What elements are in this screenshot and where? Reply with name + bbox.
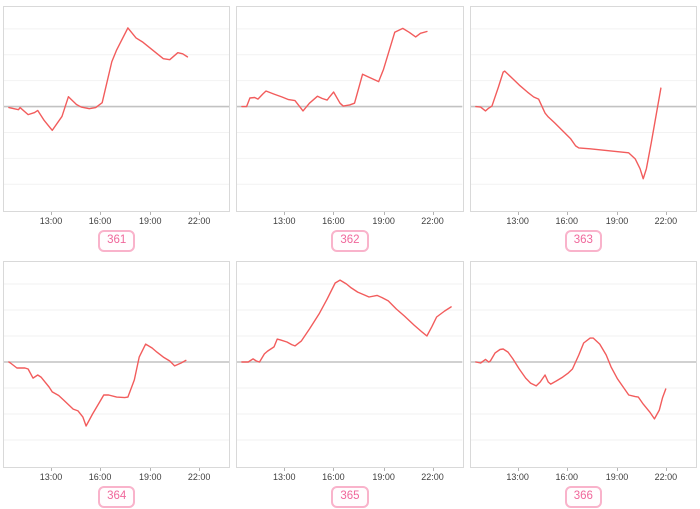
x-tick-mark bbox=[616, 468, 618, 471]
chart-plot bbox=[469, 5, 697, 213]
chart-plot bbox=[3, 5, 231, 213]
chart-number-badge[interactable]: 364 bbox=[98, 486, 136, 508]
x-axis: 13:00 16:00 19:00 22:00 bbox=[470, 468, 697, 484]
x-tick-label: 22:00 bbox=[187, 472, 211, 482]
chart-panel: · · · 13:00 16:00 19:00 22:00 361 bbox=[0, 0, 233, 252]
badge-row: 362 bbox=[233, 229, 466, 252]
x-tick-mark bbox=[100, 212, 102, 216]
x-tick-label: 19:00 bbox=[139, 472, 162, 482]
x-tick-label: 13:00 bbox=[273, 216, 296, 227]
chart-plot bbox=[3, 261, 231, 468]
x-axis: 13:00 16:00 19:00 22:00 bbox=[3, 212, 230, 228]
badge-row: 365 bbox=[233, 486, 466, 508]
x-tick-label: 16:00 bbox=[555, 472, 578, 482]
x-tick-label: 22:00 bbox=[654, 216, 678, 227]
chart-plot bbox=[236, 261, 464, 468]
x-tick-label: 13:00 bbox=[506, 216, 529, 227]
clipped-title-text: · · · bbox=[467, 252, 700, 257]
clipped-chart-title: · · · bbox=[233, 252, 466, 261]
line-chart bbox=[237, 279, 463, 441]
x-tick-label: 16:00 bbox=[322, 216, 345, 227]
x-tick-mark bbox=[150, 468, 152, 471]
x-tick-label: 22:00 bbox=[421, 216, 444, 227]
chart-plot bbox=[236, 5, 464, 213]
x-tick-mark bbox=[566, 212, 568, 216]
badge-row: 366 bbox=[467, 486, 700, 508]
x-tick-label: 22:00 bbox=[421, 472, 444, 482]
chart-number-badge[interactable]: 363 bbox=[564, 229, 602, 252]
line-chart bbox=[237, 27, 463, 185]
x-tick-label: 13:00 bbox=[39, 216, 63, 227]
x-tick-mark bbox=[284, 468, 286, 471]
line-chart bbox=[470, 283, 696, 441]
chart-panel: · · · 13:00 16:00 19:00 22:00 365 bbox=[233, 252, 466, 509]
line-chart bbox=[4, 27, 230, 185]
chart-panel: · · · 13:00 16:00 19:00 22:00 362 bbox=[233, 0, 466, 252]
x-tick-mark bbox=[100, 468, 102, 471]
x-tick-mark bbox=[517, 212, 519, 216]
x-tick-label: 22:00 bbox=[187, 216, 211, 227]
x-tick-label: 16:00 bbox=[322, 472, 345, 482]
chart-panel: · · · 13:00 16:00 19:00 22:00 364 bbox=[0, 252, 233, 509]
clipped-chart-title: · · · bbox=[0, 252, 233, 261]
x-tick-label: 19:00 bbox=[605, 216, 629, 227]
x-tick-mark bbox=[383, 468, 385, 471]
clipped-title-text: · · · bbox=[0, 0, 233, 5]
x-tick-mark bbox=[517, 468, 519, 471]
x-axis: 13:00 16:00 19:00 22:00 bbox=[3, 468, 230, 484]
clipped-title-text: · · · bbox=[0, 252, 233, 257]
badge-row: 361 bbox=[0, 229, 233, 252]
x-tick-mark bbox=[665, 212, 667, 216]
x-axis: 13:00 16:00 19:00 22:00 bbox=[236, 468, 463, 484]
x-tick-label: 19:00 bbox=[605, 472, 629, 482]
chart-number-badge[interactable]: 365 bbox=[331, 486, 369, 508]
x-tick-mark bbox=[199, 468, 201, 471]
x-axis: 13:00 16:00 19:00 22:00 bbox=[470, 212, 697, 228]
x-tick-mark bbox=[199, 212, 201, 216]
chart-number-badge[interactable]: 366 bbox=[564, 486, 602, 508]
x-tick-label: 16:00 bbox=[88, 472, 112, 482]
x-tick-label: 22:00 bbox=[654, 472, 678, 482]
chart-panel: · · · 13:00 16:00 19:00 22:00 366 bbox=[467, 252, 700, 509]
x-tick-label: 16:00 bbox=[88, 216, 112, 227]
clipped-title-text: · · · bbox=[233, 252, 466, 257]
x-tick-mark bbox=[150, 212, 152, 216]
x-tick-label: 19:00 bbox=[372, 472, 395, 482]
x-tick-mark bbox=[432, 212, 434, 216]
badge-row: 363 bbox=[467, 229, 700, 252]
x-tick-mark bbox=[566, 468, 568, 471]
x-tick-mark bbox=[665, 468, 667, 471]
x-tick-mark bbox=[333, 212, 335, 216]
clipped-chart-title: · · · bbox=[467, 252, 700, 261]
x-tick-mark bbox=[383, 212, 385, 216]
clipped-chart-title: · · · bbox=[233, 0, 466, 6]
x-tick-mark bbox=[616, 212, 618, 216]
clipped-title-text: · · · bbox=[467, 0, 700, 5]
line-chart bbox=[470, 28, 696, 185]
clipped-chart-title: · · · bbox=[0, 0, 233, 6]
x-tick-label: 19:00 bbox=[139, 216, 162, 227]
x-tick-mark bbox=[50, 212, 52, 216]
badge-row: 364 bbox=[0, 486, 233, 508]
x-tick-mark bbox=[432, 468, 434, 471]
x-tick-label: 13:00 bbox=[273, 472, 296, 482]
x-tick-label: 13:00 bbox=[39, 472, 63, 482]
clipped-chart-title: · · · bbox=[467, 0, 700, 6]
line-chart bbox=[4, 283, 230, 441]
chart-panel: · · · 13:00 16:00 19:00 22:00 363 bbox=[467, 0, 700, 252]
x-tick-label: 19:00 bbox=[372, 216, 395, 227]
x-tick-label: 16:00 bbox=[555, 216, 578, 227]
x-tick-mark bbox=[333, 468, 335, 471]
clipped-title-text: · · · bbox=[233, 0, 466, 5]
chart-number-badge[interactable]: 362 bbox=[331, 229, 369, 252]
x-tick-label: 13:00 bbox=[506, 472, 529, 482]
x-tick-mark bbox=[50, 468, 52, 471]
chart-number-badge[interactable]: 361 bbox=[98, 229, 136, 252]
x-axis: 13:00 16:00 19:00 22:00 bbox=[236, 212, 463, 228]
chart-plot bbox=[469, 261, 697, 468]
x-tick-mark bbox=[284, 212, 286, 216]
